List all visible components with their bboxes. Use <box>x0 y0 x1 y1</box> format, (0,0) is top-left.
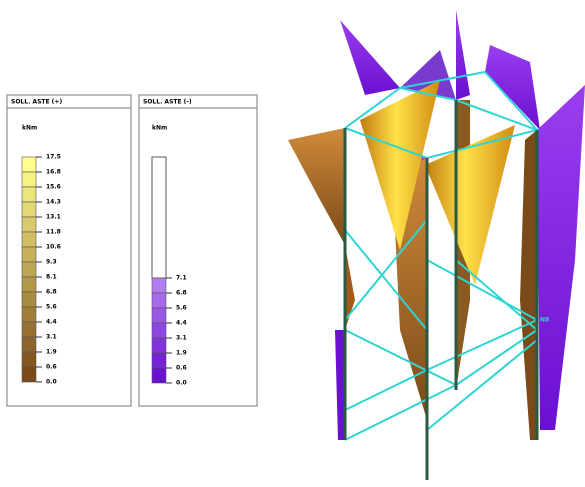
legend-label: 1.9 <box>46 349 57 356</box>
legend-label: 4.4 <box>176 320 187 327</box>
legend-label: 0.6 <box>176 365 187 372</box>
legend-swatch <box>22 172 36 187</box>
screen: SOLL. ASTE (+) kNm 17.5 16.8 15.6 14.3 13.1 1… <box>0 0 585 487</box>
legend-label: 11.8 <box>46 229 61 236</box>
legend-label: 13.1 <box>46 214 61 221</box>
legend-swatch <box>22 262 36 277</box>
legend-panel: SOLL. ASTE (+) kNm 17.5 16.8 15.6 14.3 13.1 1… <box>7 95 131 406</box>
moment-shape <box>485 45 540 130</box>
legend-swatch <box>152 308 166 323</box>
legend-panel: SOLL. ASTE (-) kNm 7.1 6.8 5.6 4.4 3.1 1.9 0.6… <box>139 95 257 406</box>
legend-swatch <box>22 322 36 337</box>
legend-swatch <box>22 307 36 322</box>
legend-swatch <box>152 293 166 308</box>
legend-swatch <box>22 292 36 307</box>
legend-swatch <box>22 352 36 367</box>
legend-swatch <box>22 277 36 292</box>
moment-shape <box>288 128 345 245</box>
legend-swatch <box>152 353 166 368</box>
legend-title: SOLL. ASTE (+) <box>11 99 62 106</box>
legend-label: 3.1 <box>46 334 57 341</box>
legend-label: 0.0 <box>46 379 57 386</box>
legend-label: 6.8 <box>46 289 57 296</box>
legend-swatch <box>22 187 36 202</box>
legend-label: 4.4 <box>46 319 57 326</box>
legend-label: 7.1 <box>176 275 187 282</box>
legend-swatch <box>22 202 36 217</box>
legend-label: 0.0 <box>176 380 187 387</box>
legend-label: 0.6 <box>46 364 57 371</box>
legend-label: 5.6 <box>46 304 57 311</box>
legend-swatch <box>22 157 36 172</box>
legend-swatch <box>152 338 166 353</box>
legend-swatch <box>152 368 166 383</box>
node-label: N8 <box>540 317 549 324</box>
legend-label: 10.6 <box>46 244 61 251</box>
legend-label: 3.1 <box>176 335 187 342</box>
legend-label: 1.9 <box>176 350 187 357</box>
legend-label: 17.5 <box>46 154 61 161</box>
moment-shape <box>425 125 515 285</box>
moment-shape <box>340 20 400 95</box>
legend-swatch <box>22 337 36 352</box>
legend-label: 15.6 <box>46 184 61 191</box>
empty-bar <box>152 157 166 278</box>
legend-label: 16.8 <box>46 169 61 176</box>
legend-swatch <box>22 232 36 247</box>
legend-swatch <box>22 247 36 262</box>
legend-title: SOLL. ASTE (-) <box>143 99 192 106</box>
legend-label: 5.6 <box>176 305 187 312</box>
legend-unit: kNm <box>22 125 37 132</box>
moment-shape <box>537 85 585 430</box>
moment-shape <box>520 130 537 440</box>
legend-label: 6.8 <box>176 290 187 297</box>
legend-unit: kNm <box>152 125 167 132</box>
moment-shape <box>456 10 470 100</box>
legend-swatch <box>152 323 166 338</box>
legend-swatch <box>152 278 166 293</box>
legend-swatch <box>22 367 36 382</box>
legend-swatch <box>22 217 36 232</box>
legend-label: 9.3 <box>46 259 57 266</box>
legend-label: 14.3 <box>46 199 61 206</box>
structure-diagram: N8 <box>288 10 585 480</box>
legend-label: 8.1 <box>46 274 57 281</box>
